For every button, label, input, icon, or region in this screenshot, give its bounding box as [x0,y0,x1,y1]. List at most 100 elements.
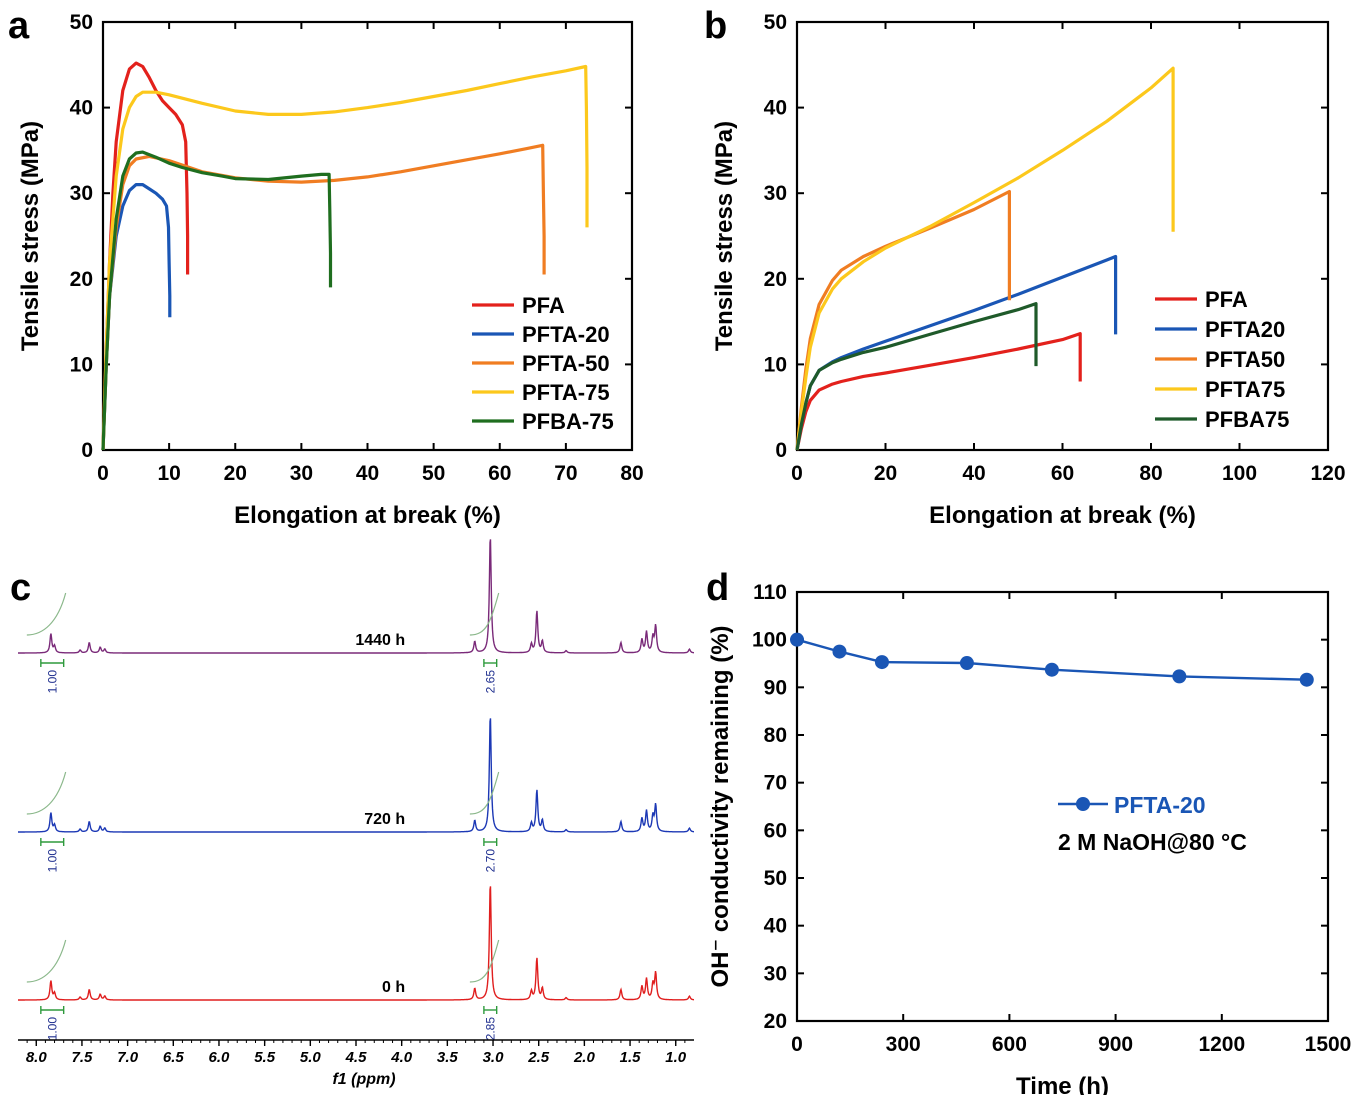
nmr-spectrum-line [18,886,694,1001]
series-line-pfta75 [795,66,1175,451]
x-tick-label: 100 [1222,462,1257,485]
data-point [1299,672,1314,687]
series-line-pfba75 [795,302,1038,451]
y-axis-label: Tensile stress (MPa) [711,121,738,351]
x-tick-label: 20 [874,462,897,485]
spectrum-time-label: 0 h [382,979,405,996]
nmr-spectrum-line [18,718,694,833]
ppm-tick-label: 5.0 [300,1049,322,1066]
legend-label: PFBA-75 [522,409,614,434]
ppm-axis-label: f1 (ppm) [332,1071,395,1088]
ppm-tick-label: 2.5 [527,1049,550,1066]
y-axis-label: OH⁻ conductivity remaining (%) [707,625,734,987]
x-axis-label: Elongation at break (%) [234,502,501,529]
legend-label: PFA [522,293,565,318]
x-tick-label: 40 [962,462,985,485]
ppm-tick-label: 3.0 [483,1049,505,1066]
x-tick-label: 0 [97,462,109,485]
integral-value: 2.85 [483,1017,497,1041]
x-tick-label: 10 [157,462,180,485]
integral-value: 1.00 [45,670,59,694]
panel-letter-c: c [10,567,31,609]
y-tick-label: 40 [764,915,787,938]
legend-label: PFTA75 [1205,377,1285,402]
panel-letter-a: a [8,5,30,47]
y-tick-label: 60 [764,819,787,842]
series-line-pfta20 [795,254,1118,451]
y-tick-label: 30 [764,182,787,205]
ppm-tick-label: 3.5 [437,1049,459,1066]
y-tick-label: 20 [70,268,93,291]
legend-label: PFBA75 [1205,407,1289,432]
data-point [874,655,889,670]
integral-value: 2.65 [483,670,497,694]
series-line-pfa [795,332,1082,451]
legend-label: PFTA-20 [522,322,610,347]
ppm-tick-label: 5.5 [254,1049,276,1066]
integral-curve [26,592,67,636]
y-tick-label: 0 [81,439,93,462]
x-tick-label: 0 [791,462,803,485]
ppm-tick-label: 7.5 [72,1049,94,1066]
x-tick-label: 80 [620,462,643,485]
integral-curve [26,939,67,983]
y-tick-label: 90 [764,676,787,699]
panel-c-nmr-spectra: 1.00 2.65 1440 h 1.00 2.70 720 h 1.00 2.85 0 h 8.… [18,539,694,1088]
x-tick-label: 1500 [1305,1033,1352,1056]
data-point [790,632,804,647]
ppm-tick-label: 4.5 [345,1049,368,1066]
spectrum-time-label: 720 h [364,811,405,828]
x-tick-label: 50 [422,462,445,485]
data-point [959,656,974,671]
data-point [1044,662,1059,677]
legend-marker [1076,797,1090,811]
legend-label: PFTA-20 [1114,792,1206,818]
x-tick-label: 80 [1139,462,1162,485]
plot-frame [795,590,1330,1023]
legend-label: PFTA-75 [522,380,610,405]
ppm-tick-label: 1.5 [620,1049,642,1066]
x-tick-label: 60 [488,462,511,485]
y-tick-label: 50 [764,867,787,890]
x-tick-label: 120 [1310,462,1345,485]
y-tick-label: 40 [764,97,787,120]
panel-letter-b: b [704,5,727,47]
y-tick-label: 30 [764,962,787,985]
nmr-spectrum-line [18,539,694,654]
x-tick-label: 900 [1098,1033,1133,1056]
x-axis-label: Time (h) [1016,1073,1109,1095]
x-tick-label: 70 [554,462,577,485]
condition-annotation: 2 M NaOH@80 °C [1058,829,1247,855]
y-tick-label: 80 [764,724,787,747]
integral-curve [26,771,67,815]
y-tick-label: 20 [764,268,787,291]
y-tick-label: 40 [70,97,93,120]
spectrum-time-label: 1440 h [355,632,405,649]
legend-label: PFTA20 [1205,317,1285,342]
x-tick-label: 60 [1051,462,1074,485]
x-tick-label: 0 [791,1033,803,1056]
data-point [1172,669,1187,684]
y-tick-label: 30 [70,182,93,205]
y-tick-label: 0 [775,439,787,462]
y-tick-label: 50 [764,11,787,34]
ppm-tick-label: 7.0 [117,1049,139,1066]
series-line-pfta-75 [101,64,589,451]
x-tick-label: 20 [224,462,247,485]
y-tick-label: 20 [764,1010,787,1033]
panel-b-tensile-chart: 0 20 40 60 80 100 120 0 10 20 30 40 50 Elongation at … [711,11,1346,529]
x-tick-label: 30 [290,462,313,485]
legend-label: PFA [1205,287,1248,312]
legend-label: PFTA-50 [522,351,610,376]
ppm-tick-label: 6.0 [209,1049,231,1066]
integral-curve [469,592,500,636]
legend-label: PFTA50 [1205,347,1285,372]
ppm-tick-label: 6.5 [163,1049,185,1066]
ppm-tick-label: 4.0 [390,1049,413,1066]
y-tick-label: 50 [70,11,93,34]
integral-value: 1.00 [45,1017,59,1041]
integral-curve [469,939,500,983]
integral-value: 2.70 [483,849,497,873]
ppm-tick-label: 1.0 [665,1049,687,1066]
